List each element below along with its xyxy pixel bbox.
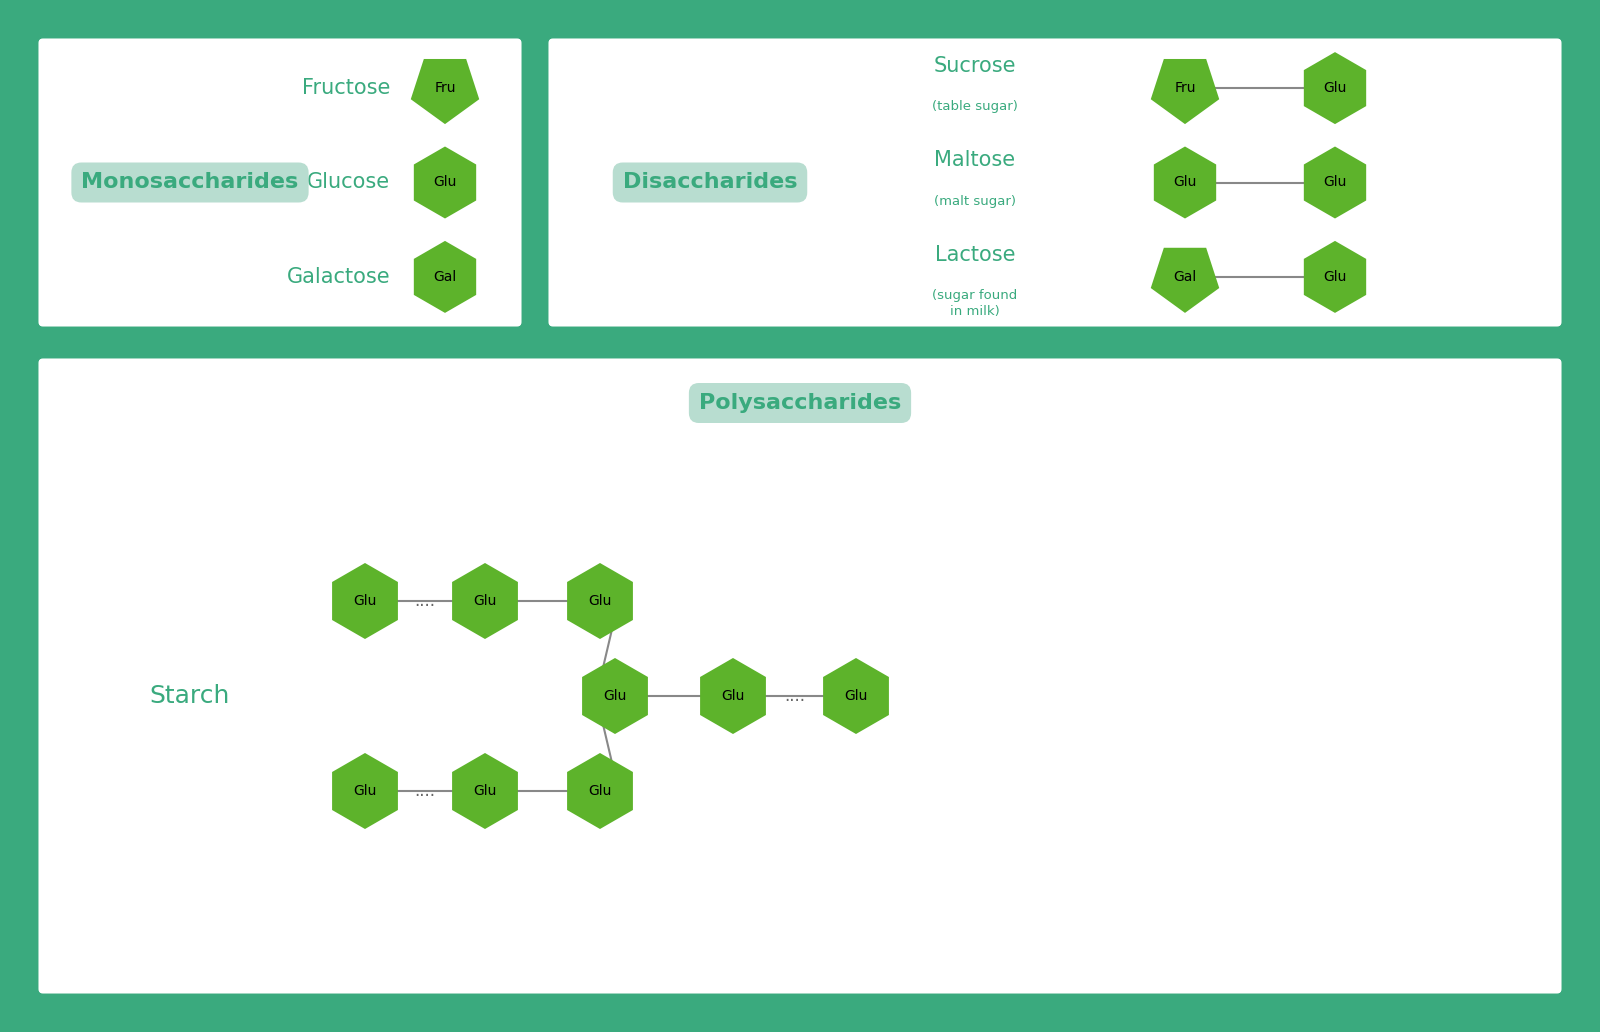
Text: Glu: Glu <box>845 689 867 703</box>
Text: Glu: Glu <box>354 594 376 608</box>
Text: Glucose: Glucose <box>307 172 390 193</box>
Polygon shape <box>1304 52 1366 124</box>
Text: Glu: Glu <box>354 784 376 798</box>
Polygon shape <box>1304 240 1366 313</box>
Text: (malt sugar): (malt sugar) <box>934 194 1016 207</box>
Polygon shape <box>414 147 477 219</box>
Polygon shape <box>701 658 766 734</box>
Text: ....: .... <box>784 687 805 705</box>
Text: Gal: Gal <box>1173 270 1197 284</box>
Text: Polysaccharides: Polysaccharides <box>699 393 901 413</box>
Text: Sucrose: Sucrose <box>934 56 1016 76</box>
Text: Glu: Glu <box>1323 175 1347 190</box>
Polygon shape <box>566 753 634 829</box>
Text: Glu: Glu <box>1323 82 1347 95</box>
Polygon shape <box>1150 248 1219 313</box>
Text: Fructose: Fructose <box>302 78 390 98</box>
FancyBboxPatch shape <box>35 35 525 330</box>
FancyBboxPatch shape <box>35 355 1565 997</box>
Text: Gal: Gal <box>434 270 456 284</box>
Text: (table sugar): (table sugar) <box>933 100 1018 114</box>
Polygon shape <box>453 753 518 829</box>
Text: Glu: Glu <box>1173 175 1197 190</box>
Polygon shape <box>566 563 634 639</box>
Polygon shape <box>333 563 398 639</box>
Text: Glu: Glu <box>589 784 611 798</box>
Text: ....: .... <box>414 782 435 800</box>
Polygon shape <box>822 658 890 734</box>
Text: Disaccharides: Disaccharides <box>622 172 797 193</box>
Text: Glu: Glu <box>434 175 456 190</box>
Text: Lactose: Lactose <box>934 245 1016 265</box>
Text: Glu: Glu <box>589 594 611 608</box>
Polygon shape <box>1304 147 1366 219</box>
Text: Glu: Glu <box>474 594 496 608</box>
Text: (sugar found
in milk): (sugar found in milk) <box>933 289 1018 318</box>
Text: Fru: Fru <box>1174 82 1195 95</box>
Polygon shape <box>1154 147 1216 219</box>
Polygon shape <box>414 240 477 313</box>
Text: Glu: Glu <box>603 689 627 703</box>
Text: Starch: Starch <box>150 684 230 708</box>
Polygon shape <box>411 59 480 124</box>
Text: Galactose: Galactose <box>286 267 390 287</box>
FancyBboxPatch shape <box>546 35 1565 330</box>
Text: ....: .... <box>414 592 435 610</box>
Text: Fru: Fru <box>434 82 456 95</box>
Polygon shape <box>1150 59 1219 124</box>
Text: Maltose: Maltose <box>934 151 1016 170</box>
Text: Glu: Glu <box>474 784 496 798</box>
Polygon shape <box>453 563 518 639</box>
Polygon shape <box>582 658 648 734</box>
Text: Monosaccharides: Monosaccharides <box>82 172 299 193</box>
Text: Glu: Glu <box>722 689 744 703</box>
Polygon shape <box>333 753 398 829</box>
Text: Glu: Glu <box>1323 270 1347 284</box>
